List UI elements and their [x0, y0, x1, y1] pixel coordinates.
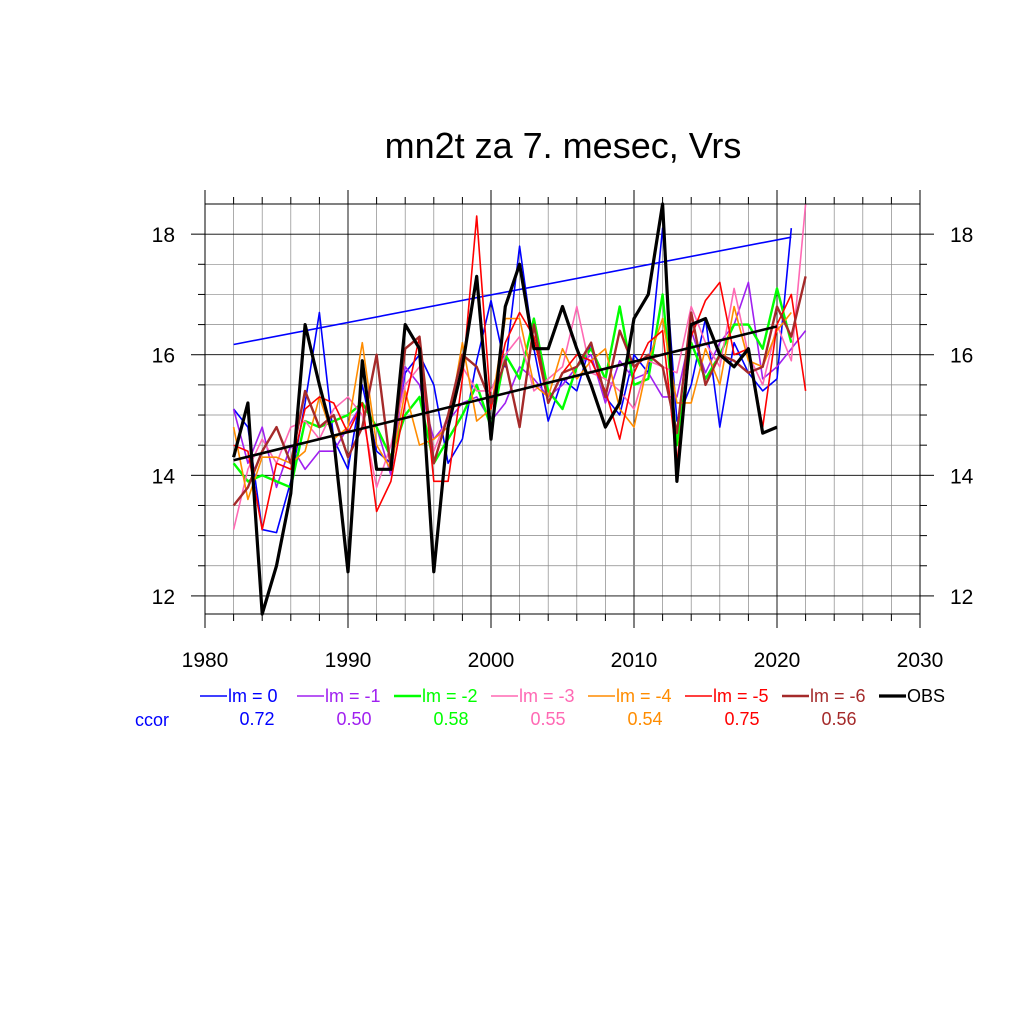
- legend-label-7: OBS: [907, 686, 945, 706]
- legend-label-6: lm = -6: [810, 686, 866, 706]
- ccor-label: ccor: [135, 710, 169, 730]
- x-tick-label: 2010: [611, 649, 658, 672]
- trend-line-0: [233, 236, 792, 346]
- y-tick-label-right: 12: [950, 586, 973, 609]
- ccor-value-5: 0.75: [724, 709, 759, 729]
- ccor-value-0: 0.72: [239, 709, 274, 729]
- x-tick-label: 1980: [182, 649, 229, 672]
- legend-label-2: lm = -2: [422, 686, 478, 706]
- y-tick-label: 12: [152, 586, 175, 609]
- x-tick-label: 2000: [468, 649, 515, 672]
- y-tick-label-right: 14: [950, 465, 974, 488]
- y-tick-label-right: 16: [950, 345, 973, 368]
- series-line-7: [232, 202, 778, 616]
- x-tick-label: 1990: [325, 649, 372, 672]
- ccor-value-1: 0.50: [336, 709, 371, 729]
- series-line-5: [233, 215, 807, 531]
- legend-label-1: lm = -1: [325, 686, 381, 706]
- legend: ccor lm = 0 0.72 lm = -1 0.50 lm = -2 0.58 lm =…: [135, 686, 945, 730]
- ccor-value-6: 0.56: [821, 709, 856, 729]
- plot-area: [232, 202, 807, 616]
- trend-line-7: [233, 325, 778, 462]
- ccor-value-3: 0.55: [530, 709, 565, 729]
- legend-label-3: lm = -3: [519, 686, 575, 706]
- x-tick-label: 2030: [897, 649, 944, 672]
- axes: 1980 1990 2000 2010 2020 2030 12 12 14 14 16 16 18 18: [152, 190, 974, 672]
- plot-frame: [204, 203, 921, 615]
- legend-label-4: lm = -4: [616, 686, 672, 706]
- legend-label-0: lm = 0: [228, 686, 278, 706]
- y-tick-label: 16: [152, 345, 175, 368]
- y-tick-label-right: 18: [950, 224, 973, 247]
- ccor-value-4: 0.54: [627, 709, 662, 729]
- y-tick-label: 18: [152, 224, 175, 247]
- x-tick-label: 2020: [754, 649, 801, 672]
- y-tick-label: 14: [152, 465, 176, 488]
- legend-label-5: lm = -5: [713, 686, 769, 706]
- ccor-value-2: 0.58: [433, 709, 468, 729]
- chart-title: mn2t za 7. mesec, Vrs: [385, 125, 742, 166]
